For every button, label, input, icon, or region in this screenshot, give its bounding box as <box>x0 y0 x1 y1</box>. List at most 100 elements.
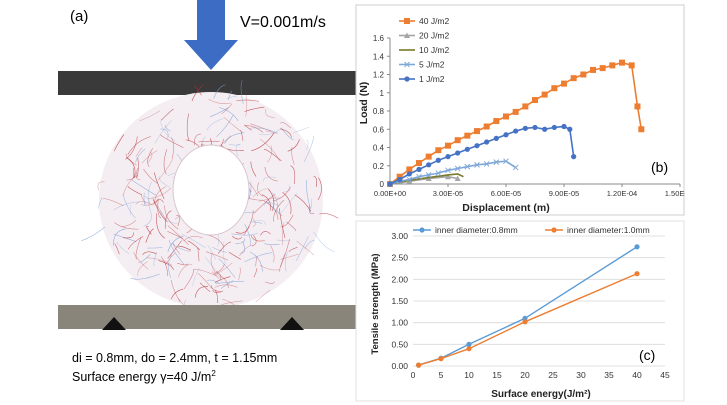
fiber-strand <box>143 192 145 206</box>
fiber-strand <box>167 240 182 259</box>
fiber-strand <box>214 289 218 304</box>
data-point <box>483 161 490 167</box>
fiber-strand <box>251 235 257 247</box>
fiber-strand <box>97 181 105 190</box>
fiber-strand <box>215 280 244 285</box>
fiber-strand <box>291 146 295 165</box>
fiber-strand <box>258 127 282 136</box>
data-point <box>512 164 519 171</box>
chart-c-y-tick-label: 1.00 <box>391 318 408 328</box>
fiber-strand <box>296 236 309 261</box>
fiber-strand <box>186 113 190 142</box>
fiber-strand <box>257 182 264 197</box>
surface-energy-line: Surface energy γ=40 J/m2 <box>72 366 277 385</box>
data-point <box>435 147 442 154</box>
data-point <box>416 160 422 167</box>
fiber-strand <box>282 222 284 246</box>
fiber-strand <box>205 251 228 261</box>
data-point <box>404 61 410 68</box>
data-point <box>474 128 480 135</box>
chart-b-xlabel: Displacement (m) <box>462 202 550 214</box>
fiber-strand <box>228 251 241 260</box>
geometry-line: di = 0.8mm, do = 2.4mm, t = 1.15mm <box>72 351 278 365</box>
fiber-strand <box>183 269 194 290</box>
chart-c-y-tick-label: 2.50 <box>391 253 408 263</box>
fiber-strand <box>228 143 241 146</box>
fiber-strand <box>265 281 275 284</box>
legend-marker <box>419 227 425 233</box>
velocity-arrow <box>184 0 238 70</box>
data-point <box>619 59 625 66</box>
fiber-strand <box>208 98 232 104</box>
data-point <box>474 161 480 168</box>
fiber-strand <box>267 145 272 163</box>
fiber-strand <box>294 194 311 212</box>
fiber-strand <box>147 148 153 167</box>
fiber-strand <box>194 286 209 298</box>
base-plate <box>58 305 364 329</box>
fiber-strand <box>221 103 232 115</box>
legend-label: inner diameter:1.0mm <box>567 225 650 235</box>
data-point <box>484 139 490 145</box>
fiber-strand <box>214 284 238 288</box>
fiber-strand <box>263 176 277 182</box>
chart-c-x-tick-label: 20 <box>520 370 530 380</box>
fiber-strand <box>220 144 244 151</box>
fiber-strand <box>139 110 161 121</box>
data-point <box>599 65 606 72</box>
fiber-strand <box>296 240 315 256</box>
chart-b-y-tick-label: 1.2 <box>373 71 385 80</box>
legend-label: inner diameter:0.8mm <box>435 225 518 235</box>
fiber-strand <box>138 254 151 263</box>
fiber-strand <box>198 140 220 143</box>
series-line <box>389 61 643 185</box>
data-point <box>580 71 587 78</box>
fiber-strand <box>181 233 206 248</box>
fiber-strand <box>319 213 339 219</box>
fiber-strand <box>270 245 275 263</box>
fiber-strand <box>240 240 245 254</box>
velocity-label: V=0.001m/s <box>240 14 326 31</box>
fiber-strand <box>141 194 147 205</box>
data-point <box>464 132 471 139</box>
legend-label: 20 J/m2 <box>419 31 450 41</box>
fiber-strand <box>172 242 181 255</box>
fiber-strand <box>211 285 222 293</box>
right-support-icon <box>280 317 304 330</box>
fiber-strand <box>313 231 335 253</box>
top-plate <box>58 71 364 95</box>
fiber-strand <box>220 300 243 306</box>
chart-b-y-tick-label: 0.2 <box>373 162 385 171</box>
fiber-strand <box>136 157 139 178</box>
tensile-strength-chart: 0.00 0.50 1.00 1.50 2.00 2.50 3.00 0 5 10 15 20 25 30… <box>355 220 685 402</box>
fiber-strand <box>258 197 281 202</box>
fiber-strand <box>154 172 165 200</box>
fiber-strand <box>223 116 243 133</box>
data-point <box>493 135 499 141</box>
panel-a-label: (a) <box>70 8 89 25</box>
ring-inner-hole <box>172 144 250 236</box>
chart-b-x-tick-label: 3.00E-05 <box>433 189 463 198</box>
fiber-strand <box>282 191 292 215</box>
legend-marker <box>551 227 557 233</box>
fiber-strand <box>183 236 203 242</box>
fiber-strand <box>235 238 245 244</box>
chart-b-y-tick-label: 1 <box>380 89 385 98</box>
load-displacement-chart: 0 0.2 0.4 0.6 0.8 1 1.2 1.4 1.6 0.00E+00 3.00E-05 6… <box>355 4 685 216</box>
data-point <box>542 126 548 132</box>
fiber-strand <box>126 157 136 178</box>
fiber-strand <box>252 188 270 198</box>
fiber-strand <box>231 232 259 236</box>
data-point <box>396 173 403 180</box>
fiber-strand <box>279 208 286 238</box>
fiber-strand <box>219 107 239 122</box>
fiber-strand <box>137 261 148 276</box>
fiber-strand <box>191 84 204 102</box>
data-point <box>483 123 490 130</box>
fiber-strand <box>214 262 233 275</box>
fiber-strand <box>212 246 227 253</box>
fiber-strand <box>255 289 271 303</box>
fiber-strand <box>143 210 152 227</box>
fiber-strand <box>240 130 244 142</box>
fiber-strand <box>287 139 300 152</box>
